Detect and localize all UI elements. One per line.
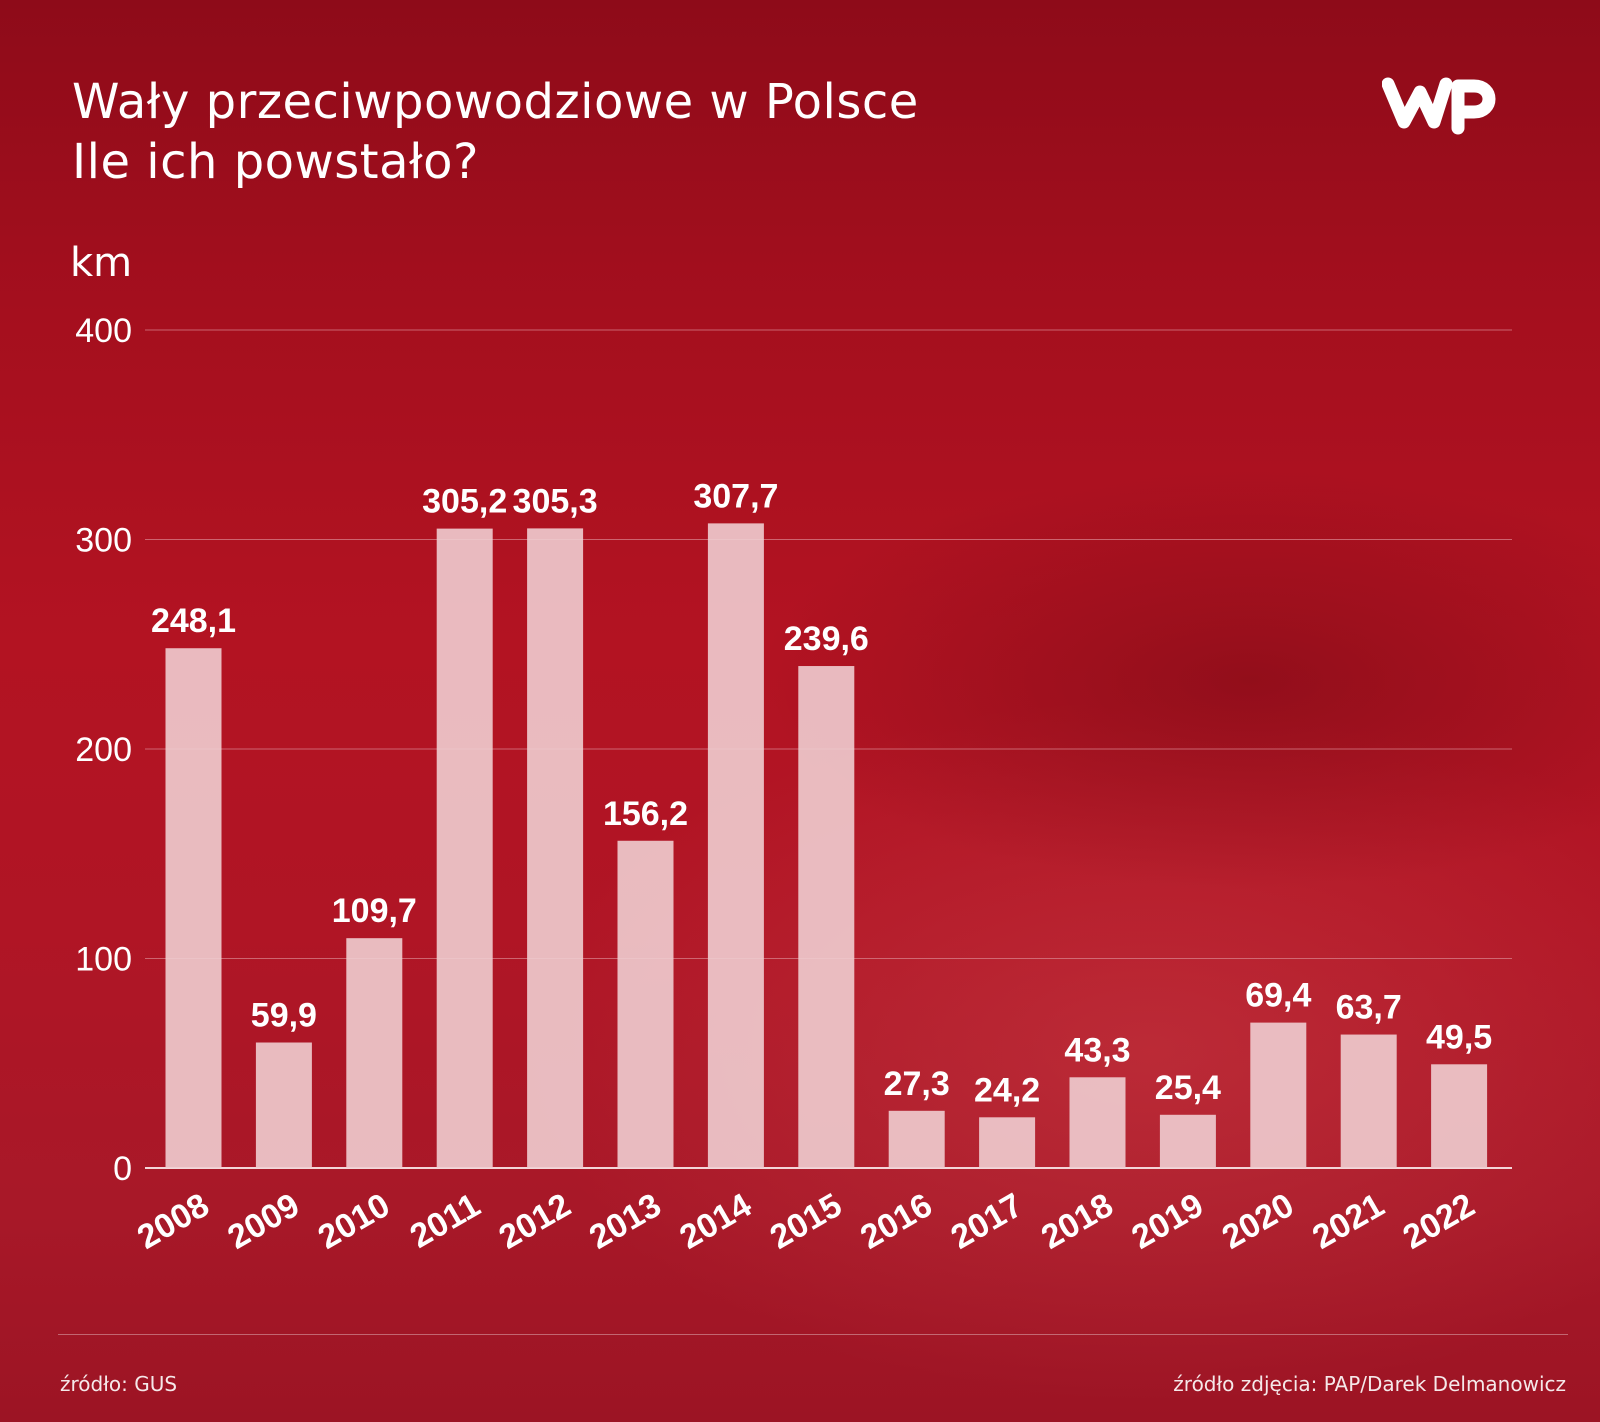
bar [1340, 1034, 1397, 1168]
data-label: 156,2 [603, 795, 688, 833]
data-source: źródło: GUS [60, 1372, 178, 1396]
bar [1159, 1114, 1216, 1168]
bar [1431, 1064, 1488, 1168]
bar [1069, 1077, 1126, 1168]
data-label: 109,7 [332, 892, 417, 930]
data-label: 239,6 [784, 620, 869, 658]
x-tick-label: 2009 [221, 1186, 306, 1257]
bar [527, 528, 584, 1168]
x-tick-label: 2015 [764, 1186, 849, 1257]
bar [436, 528, 493, 1168]
photo-source: źródło zdjęcia: PAP/Darek Delmanowicz [1173, 1372, 1566, 1396]
x-tick-label: 2016 [854, 1186, 939, 1257]
wp-logo [1382, 77, 1496, 135]
x-tick-label: 2013 [583, 1186, 668, 1257]
x-tick-label: 2021 [1306, 1186, 1391, 1257]
y-tick-label: 200 [75, 731, 132, 769]
x-tick-label: 2010 [312, 1186, 397, 1257]
data-label: 305,2 [422, 483, 507, 521]
x-tick-label: 2012 [493, 1186, 578, 1257]
footer-divider [58, 1334, 1568, 1335]
x-tick-label: 2022 [1397, 1186, 1482, 1257]
data-label: 63,7 [1336, 989, 1402, 1027]
y-tick-label: 100 [75, 941, 132, 979]
x-tick-label: 2011 [404, 1186, 487, 1256]
bar [888, 1110, 945, 1168]
bar-chart: 0 100 200 300 400 248,1 2008 59,9 2009 109,7 2010 3… [75, 312, 1512, 1257]
title-line-1: Wały przeciwpowodziowe w Polsce [72, 74, 919, 130]
x-tick-label: 2017 [945, 1186, 1030, 1257]
x-tick-label: 2020 [1216, 1186, 1301, 1257]
data-label: 305,3 [513, 482, 598, 520]
y-tick-label: 0 [113, 1150, 132, 1188]
x-tick-label: 2014 [673, 1186, 758, 1257]
bar [165, 648, 222, 1168]
chart-title: Wały przeciwpowodziowe w Polsce Ile ich … [72, 72, 919, 192]
data-label: 307,7 [693, 477, 778, 515]
bar [1250, 1022, 1307, 1168]
data-label: 24,2 [974, 1071, 1040, 1109]
bar [617, 840, 674, 1168]
data-label: 43,3 [1064, 1031, 1130, 1069]
bar [346, 938, 403, 1168]
bar [979, 1117, 1036, 1168]
data-label: 59,9 [251, 997, 317, 1035]
y-tick-label: 400 [75, 312, 132, 350]
title-line-2: Ile ich powstało? [72, 134, 480, 190]
data-label: 25,4 [1155, 1069, 1221, 1107]
bar [707, 523, 764, 1168]
bar [255, 1042, 312, 1168]
x-tick-label: 2019 [1125, 1186, 1210, 1257]
bar [798, 666, 855, 1168]
x-tick-label: 2008 [131, 1186, 216, 1257]
data-label: 248,1 [151, 602, 236, 640]
data-label: 27,3 [884, 1065, 950, 1103]
y-tick-label: 300 [75, 522, 132, 560]
data-label: 69,4 [1245, 977, 1311, 1015]
x-tick-label: 2018 [1035, 1186, 1120, 1257]
data-label: 49,5 [1426, 1018, 1492, 1056]
y-axis-unit: km [70, 240, 133, 286]
